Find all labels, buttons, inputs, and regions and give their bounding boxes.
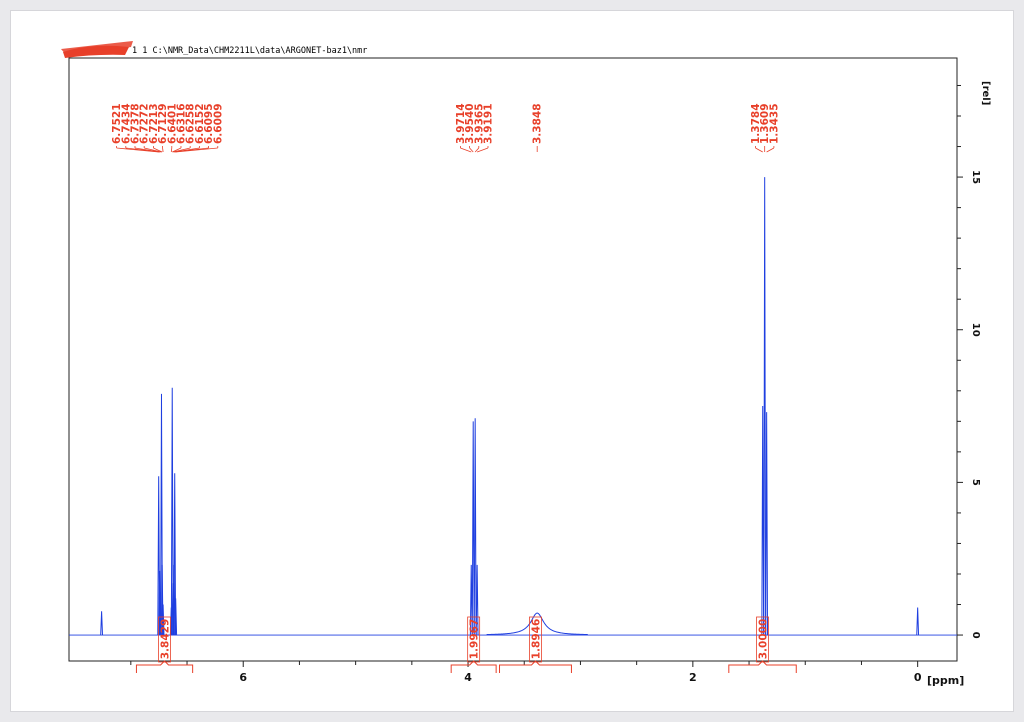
spectrum-peak <box>173 473 177 636</box>
y-tick-label: 10 <box>970 323 981 337</box>
nmr-spectrum-chart: 1 1 C:\NMR_Data\CHM2211L\data\ARGONET-ba… <box>61 41 991 687</box>
spectrum-peak <box>473 418 477 636</box>
peak-label: 6.7378 <box>129 103 141 144</box>
peak-label-leader <box>766 147 775 153</box>
y-axis-label: [rel] <box>980 81 991 105</box>
peak-label-leader <box>460 147 472 153</box>
peak-label: 6.7434 <box>120 103 132 144</box>
peak-label: 1.3609 <box>759 103 771 144</box>
peak-label-leader <box>469 147 474 153</box>
peak-label: 6.6152 <box>194 103 206 144</box>
peak-label: 3.9191 <box>482 103 494 144</box>
spectrum-peak <box>761 406 765 636</box>
spectrum-peak <box>916 607 920 636</box>
peak-label: 1.3784 <box>750 103 762 144</box>
peak-label-leader <box>474 147 480 153</box>
spectrum-peak <box>100 611 103 636</box>
spectrum-peak <box>174 598 178 636</box>
peak-label: 6.6009 <box>212 103 224 144</box>
peak-label-leader <box>172 147 182 153</box>
spectrum-peak <box>475 564 479 636</box>
spectrum-peak <box>161 604 165 636</box>
x-axis-label: [ppm] <box>927 674 964 687</box>
integral-bracket <box>728 660 797 673</box>
integral-value: 1.8946 <box>530 619 542 660</box>
integral-value: 1.9967 <box>469 619 481 660</box>
peak-label-leader <box>153 147 163 153</box>
peak-label: 6.6316 <box>175 103 187 144</box>
y-tick-label: 5 <box>970 479 981 486</box>
integral-box <box>529 616 542 663</box>
peak-label: 3.9365 <box>473 103 485 144</box>
y-tick-label: 15 <box>970 170 981 184</box>
peak-label: 6.6401 <box>166 103 178 144</box>
plot-frame <box>68 57 958 662</box>
peak-label: 6.7521 <box>111 103 123 144</box>
spectrum-broad-peak <box>486 612 588 636</box>
peak-label: 3.3848 <box>532 103 544 144</box>
spectrum-peak <box>160 393 163 636</box>
peak-label-leader <box>175 147 218 153</box>
peak-label-leader <box>162 147 164 153</box>
peak-label-leader <box>144 147 162 153</box>
integral-value: 3.8429 <box>160 619 172 660</box>
integral-value: 3.0000 <box>758 619 770 660</box>
peak-label: 6.7213 <box>148 103 160 144</box>
x-tick-label: 6 <box>239 671 247 684</box>
integral-box <box>158 616 171 663</box>
peak-label: 6.7272 <box>139 103 151 144</box>
peak-label: 6.6095 <box>203 103 215 144</box>
peak-label: 6.7129 <box>157 103 169 144</box>
spectrum-peak <box>765 412 769 636</box>
integral-bracket <box>450 660 497 673</box>
peak-label-leader <box>170 147 173 153</box>
peak-label-leader <box>755 147 763 153</box>
x-tick-label: 0 <box>914 671 922 684</box>
spectrum-page: 1 1 C:\NMR_Data\CHM2211L\data\ARGONET-ba… <box>10 10 1014 712</box>
peak-label: 3.9540 <box>464 103 476 144</box>
x-tick-label: 4 <box>464 671 472 684</box>
spectrum-peak <box>763 177 767 636</box>
integral-box <box>467 616 481 663</box>
redaction-mark <box>61 41 133 58</box>
x-tick-label: 2 <box>689 671 697 684</box>
dataset-label: 1 1 C:\NMR_Data\CHM2211L\data\ARGONET-ba… <box>132 46 367 56</box>
spectrum-peak <box>170 387 174 636</box>
integral-box <box>756 616 769 663</box>
peak-label-leader <box>134 147 161 153</box>
integral-bracket <box>499 660 572 673</box>
y-tick-label: 0 <box>970 632 981 639</box>
peak-label-leader <box>476 147 489 153</box>
spectrum-peak <box>469 564 473 636</box>
spectrum-peak <box>471 421 475 636</box>
integral-bracket <box>135 660 194 673</box>
peak-label: 1.3435 <box>768 103 780 144</box>
peak-label: 6.6258 <box>185 103 197 144</box>
peak-label: 3.9714 <box>455 103 467 144</box>
